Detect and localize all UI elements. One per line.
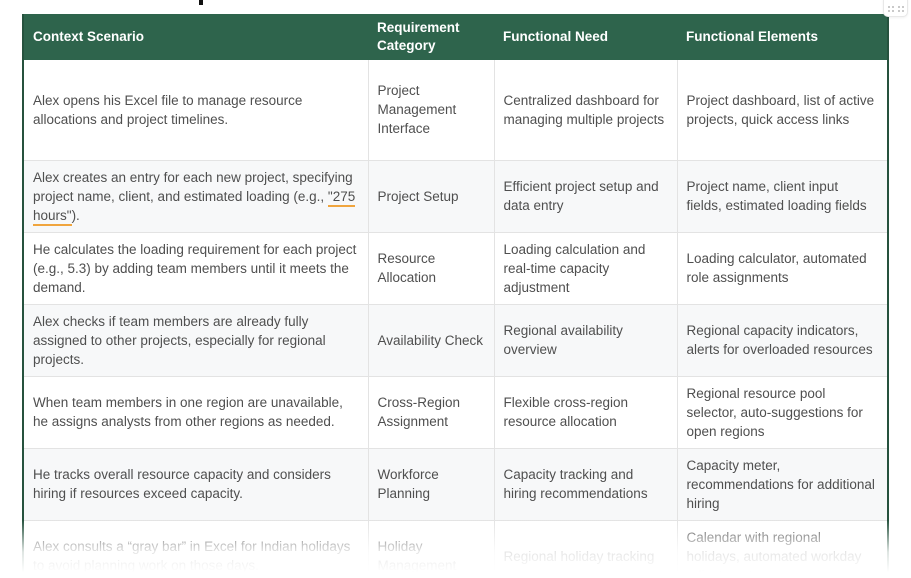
category-cell: Availability Check [367, 303, 494, 376]
category-cell: Project Management Interface [367, 60, 494, 160]
table-row: He calculates the loading requirement fo… [24, 231, 887, 304]
drag-handle-button[interactable] [883, 0, 908, 17]
category-cell: Cross-Region Assignment [367, 375, 494, 448]
need-cell: Flexible cross-region resource allocatio… [493, 375, 677, 448]
need-cell: Efficient project setup and data entry [493, 159, 677, 232]
drag-handle-icon [887, 6, 904, 12]
scenario-cell: He calculates the loading requirement fo… [24, 231, 368, 304]
category-cell: Project Setup [367, 159, 494, 232]
need-cell: Loading calculation and real-time capaci… [493, 231, 677, 304]
need-cell: Capacity tracking and hiring recommendat… [493, 447, 677, 520]
need-cell: Centralized dashboard for managing multi… [493, 60, 677, 160]
table-row: Alex checks if team members are already … [24, 303, 887, 376]
elements-cell: Calendar with regional holidays, automat… [676, 519, 887, 578]
elements-cell: Project name, client input fields, estim… [676, 159, 887, 232]
elements-cell: Project dashboard, list of active projec… [676, 60, 887, 160]
elements-cell: Capacity meter, recommendations for addi… [676, 447, 887, 520]
elements-cell: Regional resource pool selector, auto-su… [676, 375, 887, 448]
table-row: Alex opens his Excel file to manage reso… [24, 60, 887, 160]
column-header-functional-need: Functional Need [494, 14, 677, 60]
scenario-cell: Alex consults a “gray bar” in Excel for … [24, 519, 368, 578]
requirements-table: Context Scenario Requirement Category Fu… [24, 14, 887, 578]
header-row: Context Scenario Requirement Category Fu… [24, 14, 887, 60]
scenario-cell: Alex checks if team members are already … [24, 303, 368, 376]
column-header-requirement-category: Requirement Category [368, 14, 494, 60]
cropped-heading-artifact [199, 0, 203, 5]
scenario-cell: When team members in one region are unav… [24, 375, 368, 448]
category-cell: Holiday Management [367, 519, 494, 578]
scenario-cell: Alex creates an entry for each new proje… [24, 159, 368, 232]
need-cell: Regional availability overview [493, 303, 677, 376]
elements-cell: Loading calculator, automated role assig… [676, 231, 887, 304]
category-cell: Workforce Planning [367, 447, 494, 520]
category-cell: Resource Allocation [367, 231, 494, 304]
table-row: Alex consults a “gray bar” in Excel for … [24, 519, 887, 578]
column-header-functional-elements: Functional Elements [677, 14, 887, 60]
table-row: He tracks overall resource capacity and … [24, 447, 887, 520]
table-row: Alex creates an entry for each new proje… [24, 159, 887, 232]
elements-cell: Regional capacity indicators, alerts for… [676, 303, 887, 376]
scenario-text: ). [71, 207, 80, 223]
table-row: When team members in one region are unav… [24, 375, 887, 448]
highlighted-text[interactable]: "275 hours" [33, 188, 356, 226]
column-header-context-scenario: Context Scenario [24, 14, 368, 60]
scenario-cell: Alex opens his Excel file to manage reso… [24, 60, 368, 160]
scenario-cell: He tracks overall resource capacity and … [24, 447, 368, 520]
scenario-text: Alex creates an entry for each new proje… [33, 169, 353, 204]
need-cell: Regional holiday tracking [493, 519, 677, 578]
requirements-table-container: Context Scenario Requirement Category Fu… [22, 14, 889, 578]
